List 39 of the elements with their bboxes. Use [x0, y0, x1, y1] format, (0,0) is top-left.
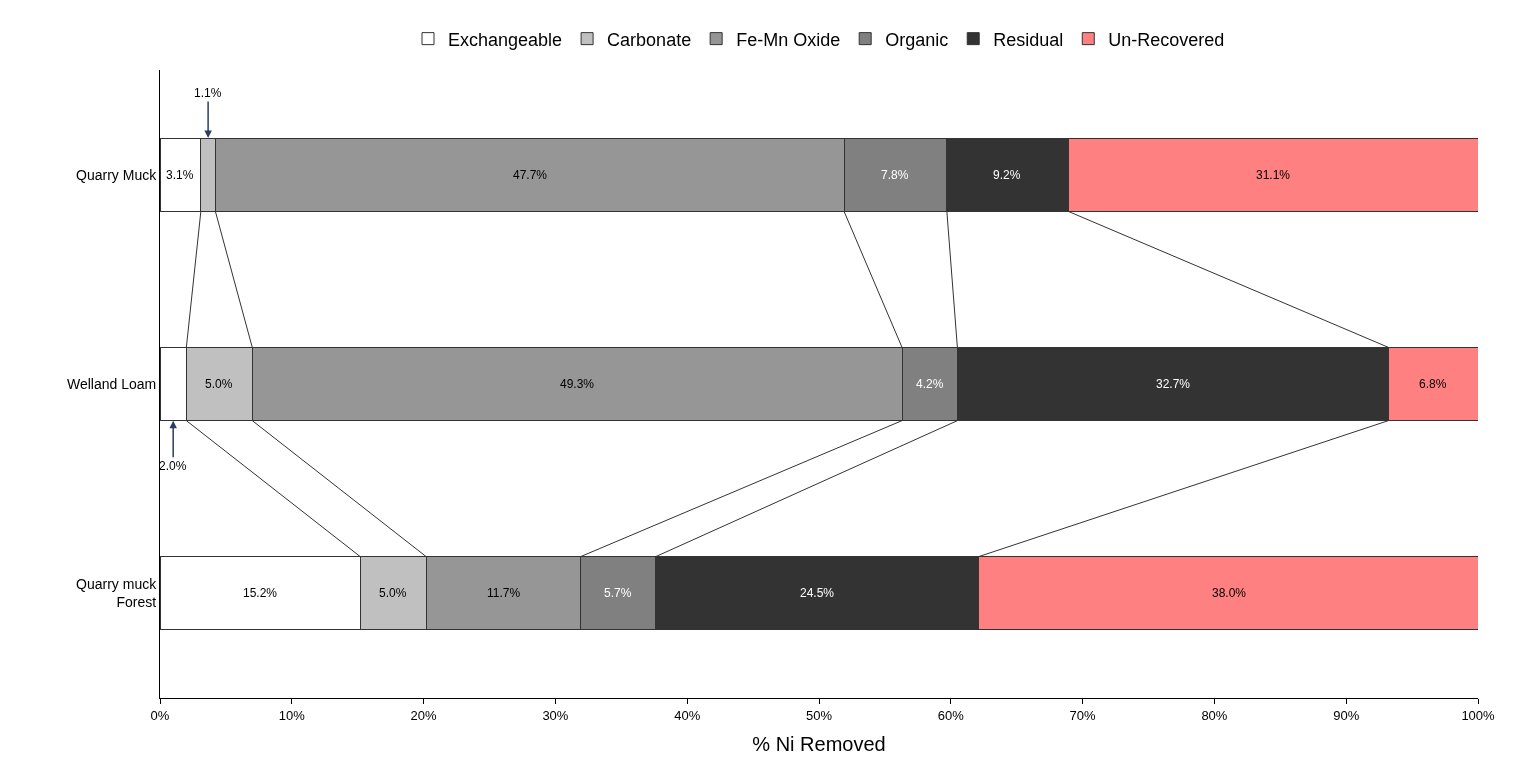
- legend-label: Fe-Mn Oxide: [736, 29, 841, 50]
- x-tick-label: 40%: [674, 707, 701, 723]
- data-label: 3.1%: [166, 168, 194, 182]
- data-label: 32.7%: [1156, 377, 1191, 391]
- legend-label: Exchangeable: [448, 29, 563, 50]
- x-tick-label: 50%: [805, 707, 833, 723]
- data-label: 2.0%: [159, 459, 187, 473]
- legend-label: Organic: [885, 29, 949, 50]
- data-label: 9.2%: [993, 168, 1021, 182]
- data-label: 6.8%: [1419, 377, 1447, 391]
- x-tick-label: 70%: [1069, 707, 1097, 723]
- data-label: 24.5%: [800, 586, 835, 600]
- data-label: 5.0%: [379, 586, 407, 600]
- data-label: 1.1%: [194, 86, 222, 100]
- data-label: 5.0%: [205, 377, 233, 391]
- data-label: 11.7%: [487, 586, 521, 600]
- data-label: 49.3%: [560, 377, 595, 391]
- legend-label: Un-Recovered: [1108, 29, 1225, 50]
- x-tick-label: 60%: [937, 707, 965, 723]
- y-tick-label: Quarry muck Forest: [76, 576, 158, 611]
- x-tick-label: 30%: [542, 707, 569, 723]
- data-label: 5.7%: [604, 586, 632, 600]
- x-tick-label: 80%: [1201, 707, 1228, 723]
- y-tick-label: Quarry Muck: [76, 166, 158, 183]
- data-label: 47.7%: [513, 168, 548, 182]
- x-tick-label: 20%: [410, 707, 438, 723]
- data-label: 38.0%: [1212, 586, 1247, 600]
- y-tick-label: Welland Loam: [66, 375, 157, 392]
- data-label: 4.2%: [916, 377, 944, 391]
- legend-label: Residual: [993, 29, 1064, 50]
- x-axis-title: % Ni Removed: [752, 733, 886, 756]
- legend-label: Carbonate: [607, 29, 692, 50]
- data-label: 7.8%: [881, 168, 909, 182]
- x-tick-label: 10%: [278, 707, 306, 723]
- x-tick-label: 0%: [150, 707, 170, 723]
- data-label: 15.2%: [243, 586, 278, 600]
- data-label: 31.1%: [1256, 168, 1291, 182]
- x-tick-label: 100%: [1461, 707, 1496, 723]
- x-tick-label: 90%: [1333, 707, 1360, 723]
